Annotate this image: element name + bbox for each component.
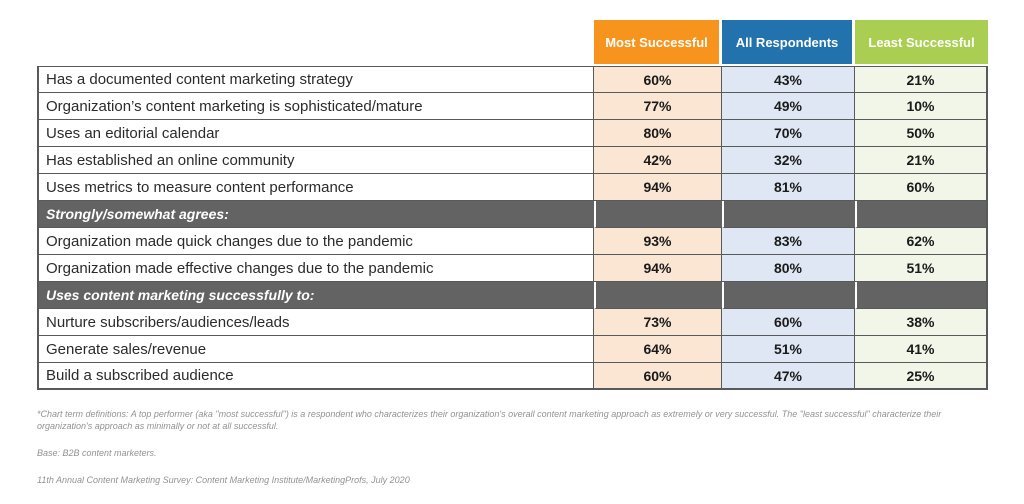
table-corner-spacer [37, 20, 594, 66]
value-cell-most-successful: 77% [594, 93, 722, 120]
value-cell-all-respondents: 47% [722, 363, 855, 390]
value-cell-most-successful: 60% [594, 66, 722, 93]
value-cell-all-respondents: 80% [722, 255, 855, 282]
value-cell-most-successful: 94% [594, 174, 722, 201]
value-cell-least-successful: 41% [855, 336, 988, 363]
value-cell-most-successful: 80% [594, 120, 722, 147]
value-cell-most-successful: 73% [594, 309, 722, 336]
column-header-least-successful: Least Successful [855, 20, 988, 66]
value-cell-all-respondents: 32% [722, 147, 855, 174]
row-label: Organization made quick changes due to t… [37, 228, 594, 255]
value-cell-least-successful: 62% [855, 228, 988, 255]
value-cell-all-respondents: 70% [722, 120, 855, 147]
row-label: Organization’s content marketing is soph… [37, 93, 594, 120]
section-header-cell-most-successful [594, 201, 722, 228]
section-header-label: Strongly/somewhat agrees: [37, 201, 594, 228]
value-cell-all-respondents: 43% [722, 66, 855, 93]
section-header-cell-least-successful [855, 282, 988, 309]
row-label: Uses an editorial calendar [37, 120, 594, 147]
row-label: Nurture subscribers/audiences/leads [37, 309, 594, 336]
value-cell-least-successful: 21% [855, 147, 988, 174]
value-cell-least-successful: 25% [855, 363, 988, 390]
row-label: Organization made effective changes due … [37, 255, 594, 282]
value-cell-most-successful: 42% [594, 147, 722, 174]
value-cell-least-successful: 21% [855, 66, 988, 93]
footnote-source: 11th Annual Content Marketing Survey: Co… [37, 475, 410, 485]
value-cell-most-successful: 94% [594, 255, 722, 282]
section-header-cell-all-respondents [722, 282, 855, 309]
row-label: Build a subscribed audience [37, 363, 594, 390]
section-header-cell-most-successful [594, 282, 722, 309]
row-label: Generate sales/revenue [37, 336, 594, 363]
survey-table-grid: Most Successful All Respondents Least Succ… [37, 20, 988, 390]
footnotes: *Chart term definitions: A top performer… [37, 408, 993, 501]
value-cell-all-respondents: 81% [722, 174, 855, 201]
value-cell-least-successful: 38% [855, 309, 988, 336]
survey-table: Most Successful All Respondents Least Succ… [37, 20, 988, 390]
value-cell-least-successful: 10% [855, 93, 988, 120]
value-cell-all-respondents: 60% [722, 309, 855, 336]
section-header-cell-all-respondents [722, 201, 855, 228]
section-header-label: Uses content marketing successfully to: [37, 282, 594, 309]
section-header-cell-least-successful [855, 201, 988, 228]
footnote-definitions: *Chart term definitions: A top performer… [37, 409, 942, 431]
column-header-all-respondents: All Respondents [722, 20, 855, 66]
row-label: Has a documented content marketing strat… [37, 66, 594, 93]
value-cell-least-successful: 60% [855, 174, 988, 201]
footnote-base: Base: B2B content marketers. [37, 448, 157, 458]
value-cell-all-respondents: 51% [722, 336, 855, 363]
value-cell-most-successful: 60% [594, 363, 722, 390]
column-header-most-successful: Most Successful [594, 20, 722, 66]
row-label: Has established an online community [37, 147, 594, 174]
value-cell-most-successful: 93% [594, 228, 722, 255]
value-cell-all-respondents: 49% [722, 93, 855, 120]
value-cell-least-successful: 51% [855, 255, 988, 282]
row-label: Uses metrics to measure content performa… [37, 174, 594, 201]
value-cell-most-successful: 64% [594, 336, 722, 363]
value-cell-all-respondents: 83% [722, 228, 855, 255]
value-cell-least-successful: 50% [855, 120, 988, 147]
